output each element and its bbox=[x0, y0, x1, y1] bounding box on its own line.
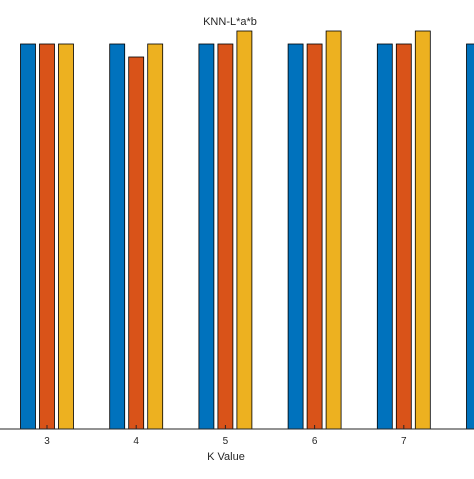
x-tick-label: 6 bbox=[312, 436, 318, 447]
bar-k3-series1 bbox=[21, 44, 36, 429]
x-tick-label: 4 bbox=[133, 436, 139, 447]
bar-k7-series1 bbox=[377, 44, 392, 429]
bar-k3-series3 bbox=[59, 44, 74, 429]
bar-k6-series2 bbox=[307, 44, 322, 429]
bar-k7-series2 bbox=[396, 44, 411, 429]
x-tick-label: 7 bbox=[401, 436, 407, 447]
x-tick-label: 3 bbox=[44, 436, 50, 447]
bar-k4-series1 bbox=[110, 44, 125, 429]
bars-layer bbox=[21, 31, 474, 429]
bar-k3-series2 bbox=[40, 44, 55, 429]
bar-k4-series3 bbox=[148, 44, 163, 429]
x-axis-label: K Value bbox=[207, 451, 245, 463]
chart-title: KNN-L*a*b bbox=[203, 16, 257, 28]
bar-k7-series3 bbox=[415, 31, 430, 429]
bar-k6-series3 bbox=[326, 31, 341, 429]
bar-k5-series1 bbox=[199, 44, 214, 429]
x-tick-label: 5 bbox=[223, 436, 229, 447]
bar-k8-series1 bbox=[467, 44, 474, 429]
bar-k5-series3 bbox=[237, 31, 252, 429]
bar-k4-series2 bbox=[129, 57, 144, 429]
bar-k5-series2 bbox=[218, 44, 233, 429]
bar-k6-series1 bbox=[288, 44, 303, 429]
